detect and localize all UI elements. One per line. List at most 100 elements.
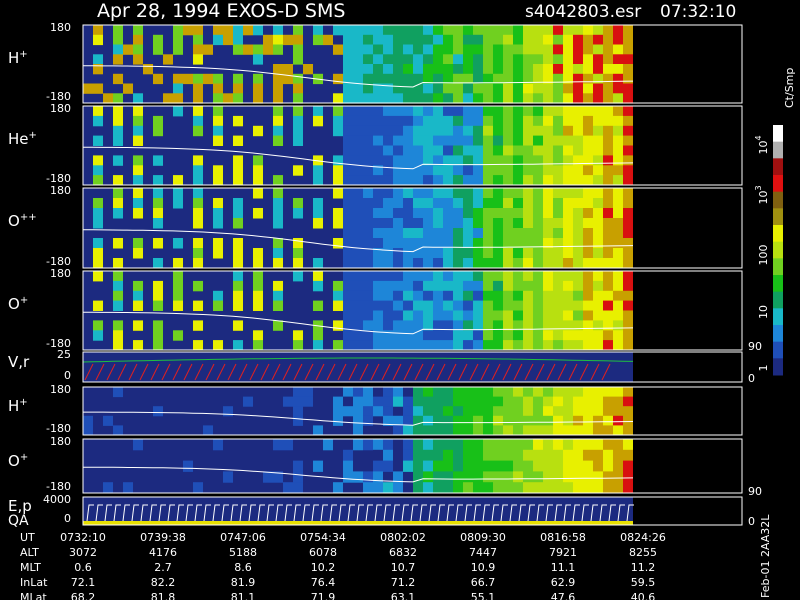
- spectrogram-cell: [613, 93, 623, 104]
- spectrogram-cell: [343, 228, 353, 239]
- spectrogram-cell: [453, 387, 463, 398]
- spectrogram-cell: [253, 271, 263, 282]
- spectrogram-cell: [363, 175, 373, 186]
- spectrogram-cell: [593, 106, 603, 117]
- spectrogram-cell: [403, 406, 413, 417]
- spectrogram-cell: [363, 198, 373, 209]
- spectrogram-cell: [423, 198, 433, 209]
- spectrogram-cell: [293, 471, 303, 483]
- spectrogram-cell: [213, 218, 223, 229]
- spectrogram-cell: [463, 415, 473, 426]
- spectrogram-cell: [443, 471, 453, 483]
- spectrogram-cell: [533, 406, 543, 417]
- spectrogram-cell: [423, 290, 433, 302]
- spectrogram-cell: [133, 248, 143, 259]
- spectrogram-cell: [313, 165, 323, 176]
- spectrogram-cell: [473, 460, 483, 472]
- spectrogram-cell: [103, 415, 113, 426]
- spectrogram-cell: [213, 165, 223, 176]
- pitch-angle-curve: [83, 229, 634, 253]
- spectrogram-cell: [353, 471, 363, 483]
- spectrogram-cell: [403, 258, 413, 269]
- spectrogram-cell: [373, 471, 383, 483]
- spectrogram-cell: [213, 73, 223, 85]
- spectrogram-cell: [413, 439, 423, 451]
- spectrogram-cell: [473, 425, 483, 436]
- spectrogram-cell: [373, 439, 383, 451]
- spectrogram-cell: [483, 415, 493, 426]
- spectrogram-cell: [373, 73, 383, 85]
- spectrogram-cell: [383, 155, 393, 166]
- spectrogram-cell: [393, 300, 403, 311]
- spectrogram-cell: [453, 238, 463, 249]
- row-label: MLat: [20, 591, 47, 600]
- spectrogram-cell: [593, 125, 603, 137]
- spectrogram-cell: [483, 115, 493, 127]
- spectrogram-cell: [233, 280, 243, 292]
- spectrogram-cell: [443, 145, 453, 156]
- spectrogram-cell: [583, 280, 593, 292]
- spectrogram-cell: [213, 83, 223, 94]
- spectrogram-cell: [373, 310, 383, 321]
- spectrogram-cell: [483, 238, 493, 249]
- spectrogram-cell: [403, 54, 413, 65]
- spectrogram-cell: [463, 471, 473, 483]
- spectrogram-cell: [343, 248, 353, 259]
- spectrogram-cell: [463, 106, 473, 117]
- spectrogram-cell: [393, 188, 403, 199]
- spectrogram-cell: [83, 83, 93, 94]
- spectrogram-cell: [583, 310, 593, 321]
- spectrogram-cell: [573, 280, 583, 292]
- spectrogram-cell: [193, 93, 203, 104]
- spectrogram-cell: [473, 290, 483, 302]
- axis-bottom-label: -180: [46, 255, 71, 268]
- spectrogram-cell: [463, 155, 473, 166]
- spectrogram-cell: [353, 25, 363, 36]
- spectrogram-cell: [413, 387, 423, 398]
- row-value: 40.6: [631, 591, 656, 600]
- right-axis-top: 90: [748, 485, 762, 498]
- spectrogram-cell: [613, 340, 623, 351]
- spectrogram-cell: [383, 280, 393, 292]
- spectrogram-cell: [513, 310, 523, 321]
- spectrogram-cell: [603, 125, 613, 137]
- spectrogram-cell: [563, 439, 573, 451]
- spectrogram-cell: [523, 482, 533, 494]
- spectrogram-cell: [343, 238, 353, 249]
- spectrogram-cell: [393, 115, 403, 127]
- spectrogram-cell: [253, 93, 263, 104]
- spectrogram-cell: [563, 125, 573, 137]
- spectrogram-cell: [93, 330, 103, 341]
- spectrogram-cell: [613, 449, 623, 462]
- spectrogram-cell: [413, 258, 423, 269]
- colorbar-segment: [773, 175, 783, 193]
- spectrogram-cell: [563, 198, 573, 209]
- spectrogram-cell: [343, 115, 353, 127]
- panel-label: He+: [8, 130, 37, 148]
- spectrogram-cell: [383, 449, 393, 462]
- spectrogram-cell: [463, 125, 473, 137]
- row-value: 0809:30: [460, 531, 506, 544]
- spectrogram-cell: [373, 64, 383, 75]
- spectrogram-cell: [93, 248, 103, 259]
- spectrogram-cell: [413, 460, 423, 472]
- spectrogram-cell: [383, 135, 393, 146]
- row-value: 62.9: [551, 576, 576, 589]
- colorbar-segment: [773, 291, 783, 309]
- spectrogram-cell: [543, 73, 553, 85]
- spectrogram-cell: [583, 188, 593, 199]
- spectrogram-cell: [423, 320, 433, 331]
- spectrogram-cell: [383, 320, 393, 331]
- spectrogram-cell: [483, 145, 493, 156]
- spectrogram-cell: [403, 83, 413, 94]
- spectrogram-cell: [523, 425, 533, 436]
- spectrogram-cell: [623, 460, 633, 472]
- spectrogram-cell: [453, 439, 463, 451]
- spectrogram-cell: [353, 165, 363, 176]
- spectrogram-cell: [403, 165, 413, 176]
- spectrogram-cell: [343, 280, 353, 292]
- spectrogram-cell: [433, 340, 443, 351]
- spectrogram-cell: [433, 425, 443, 436]
- spectrogram-cell: [393, 106, 403, 117]
- spectrogram-cell: [613, 83, 623, 94]
